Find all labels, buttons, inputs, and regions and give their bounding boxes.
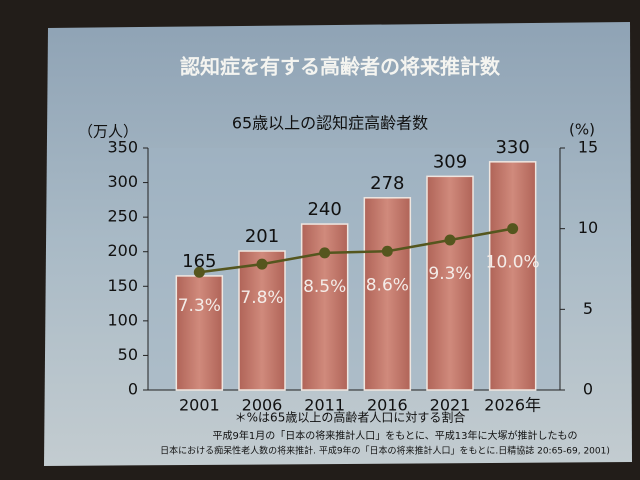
x-tick-label: 2011 — [304, 396, 345, 415]
line-value-label: 7.3% — [178, 296, 221, 316]
chart-subtitle: 65歳以上の認知症高齢者数 — [232, 114, 428, 133]
line-value-label: 10.0% — [486, 253, 540, 273]
line — [199, 227, 513, 274]
x-tick-label: 2021 — [430, 396, 471, 415]
y-tick-label: 150 — [107, 276, 138, 295]
line-value-label: 8.6% — [366, 275, 409, 295]
line-point — [193, 266, 205, 278]
line-value-label: 7.8% — [240, 288, 283, 308]
y-tick-label: 0 — [128, 380, 138, 399]
bar — [488, 161, 537, 391]
note: 日本における痴呆性老人数の将来推計. 平成9年の「日本の将来推計人口」をもとに.… — [160, 445, 610, 457]
line-point — [319, 247, 331, 259]
y2-tick-label: 0 — [583, 380, 593, 399]
bar — [175, 275, 224, 391]
line-point — [444, 234, 456, 246]
bar-value-label: 240 — [307, 199, 341, 220]
bar-value-label: 278 — [370, 173, 404, 194]
line-point — [381, 245, 393, 257]
x-tick-label: 2016 — [367, 396, 408, 415]
note: 平成9年1月の「日本の将来推計人口」をもとに、平成13年に大塚が推計したもの — [213, 429, 578, 442]
line-value-label: 8.5% — [303, 277, 346, 297]
x-tick-label: 2001 — [179, 396, 220, 415]
x-tick-label: 2026年 — [484, 396, 541, 415]
line-point — [507, 223, 519, 235]
bar — [426, 175, 474, 391]
y-tick-label: 300 — [107, 172, 138, 191]
x-tick-label: 2006 — [242, 396, 283, 415]
y-tick-label: 200 — [107, 241, 138, 260]
bar-value-label: 309 — [433, 151, 467, 172]
bar-value-label: 165 — [182, 251, 216, 272]
bar-value-label: 201 — [245, 226, 279, 247]
y-axis-label: （万人） — [78, 123, 138, 141]
line-value-label: 9.3% — [428, 264, 471, 284]
chart-title: 認知症を有する高齢者の将来推計数 — [180, 55, 501, 79]
bar — [238, 250, 286, 391]
bar-value-label: 330 — [495, 137, 529, 158]
y-tick-label: 250 — [107, 207, 138, 226]
y2-tick-label: 5 — [583, 299, 593, 318]
note: ＊%は65歳以上の高齢者人口に対する割合 — [235, 410, 466, 425]
y2-axis-label: (%) — [569, 121, 595, 139]
line-point — [256, 258, 268, 270]
y2-tick-label: 10 — [578, 218, 598, 237]
y2-tick-label: 15 — [578, 138, 598, 157]
y-tick-label: 50 — [118, 345, 138, 364]
bar — [363, 197, 412, 391]
y-tick-label: 100 — [107, 310, 138, 329]
y-tick-label: 350 — [107, 138, 138, 157]
